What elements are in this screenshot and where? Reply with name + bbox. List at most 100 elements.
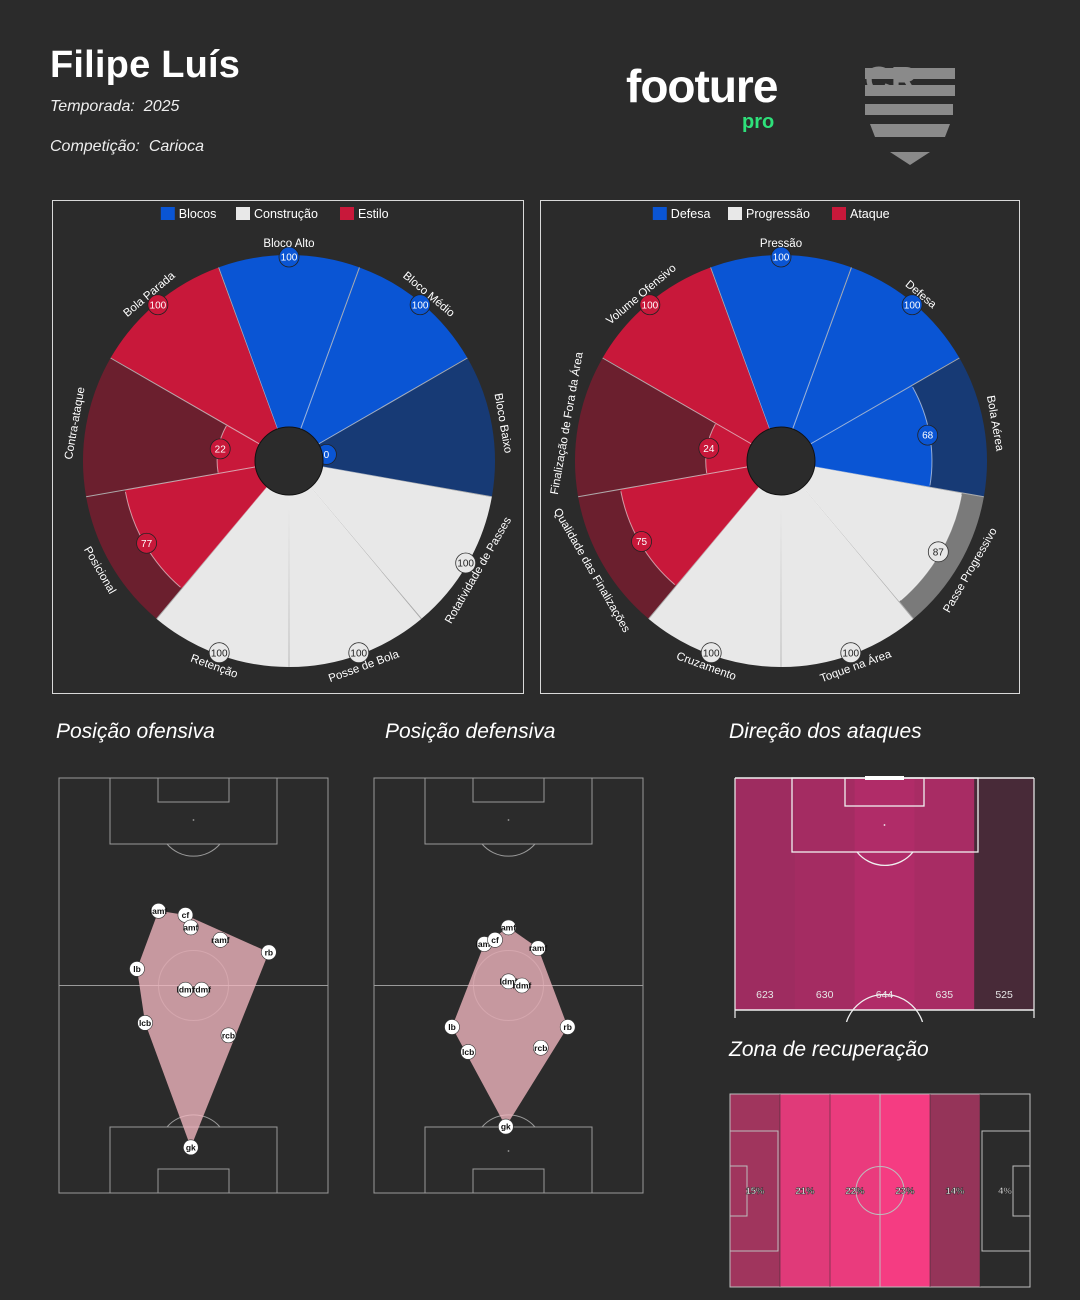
value-label-rotatividade-de-passes: 100 xyxy=(457,559,474,570)
player-label-amf: amf xyxy=(183,922,198,932)
player-label-lb: lb xyxy=(448,1022,456,1032)
attack-lane-3 xyxy=(854,778,915,1010)
value-label-bloco-alto: 100 xyxy=(281,253,298,264)
recovery-band-6 xyxy=(980,1094,1031,1287)
value-label-bola-aerea: 68 xyxy=(922,431,934,442)
slice-retencao xyxy=(156,487,289,667)
slice-pressao xyxy=(710,255,852,430)
player-label-ramf: ramf xyxy=(529,943,548,953)
player-marker-lb xyxy=(444,1019,460,1035)
value-badge-defesa xyxy=(901,294,923,316)
slice-divider xyxy=(300,267,360,430)
recovery-value-4: 23% xyxy=(895,1186,915,1197)
recovery-value-6: 4% xyxy=(998,1186,1012,1197)
player-label-ldmf: ldmf xyxy=(500,976,518,986)
player-marker-rb xyxy=(559,1019,576,1035)
value-badge-pressao xyxy=(770,246,792,268)
team-shape-area xyxy=(452,927,568,1127)
value-badge-contra-ataque xyxy=(209,438,231,460)
value-badge-toque-na-area xyxy=(840,642,862,664)
value-badge-qualidade-das-finalizacoes xyxy=(631,531,652,552)
slice-rotatividade-de-passes xyxy=(310,466,492,619)
attack-lane-value-5: 525 xyxy=(995,989,1013,1001)
legend-swatch-defesa xyxy=(652,207,667,220)
brand-name: footure xyxy=(626,60,778,112)
value-badge-posicional xyxy=(136,532,157,554)
legend-label-progressao: Progressão xyxy=(746,207,810,221)
player-label-rcb: rcb xyxy=(534,1043,547,1053)
value-label-retencao: 100 xyxy=(211,648,228,659)
legend-swatch-progressao xyxy=(728,207,742,220)
slice-contra-ataque xyxy=(217,425,260,474)
player-marker-rdmf xyxy=(514,977,530,994)
slice-divider xyxy=(156,486,268,620)
player-marker-amf xyxy=(500,919,517,936)
player-label-gk: gk xyxy=(501,1122,511,1132)
slice-divider xyxy=(310,486,422,620)
player-label-cf: cf xyxy=(182,910,190,920)
attack-lane-value-2: 630 xyxy=(816,989,834,1001)
player-label-rdmf: rdmf xyxy=(513,981,532,991)
season-label: Temporada: xyxy=(50,98,135,115)
recovery-band-1 xyxy=(730,1094,781,1287)
category-label-bloco-baixo: Bloco Baixo xyxy=(492,392,514,454)
slice-posse-de-bola xyxy=(289,487,422,667)
slice-divider xyxy=(578,466,748,498)
player-label-rb: rb xyxy=(265,947,274,957)
player-label-lcb: lcb xyxy=(139,1018,151,1028)
attack-lane-5 xyxy=(974,778,1035,1010)
value-badge-bloco-medio xyxy=(409,294,431,316)
recovery-value-5: 14% xyxy=(945,1186,965,1197)
player-marker-lcb xyxy=(137,1015,153,1031)
value-label-cruzamento: 100 xyxy=(703,648,720,659)
player-marker-ramf xyxy=(530,940,546,956)
value-label-bloco-baixo: 0 xyxy=(324,450,330,461)
recovery-band-2 xyxy=(780,1094,831,1287)
value-label-contra-ataque: 22 xyxy=(215,444,227,455)
player-marker-lamf xyxy=(150,903,167,919)
legend-swatch-estilo xyxy=(340,207,354,220)
slice-divider xyxy=(802,486,914,620)
player-marker-rb xyxy=(261,944,277,961)
player-marker-rcb xyxy=(532,1039,549,1056)
recovery-value-1: 15% xyxy=(745,1186,765,1197)
player-label-ldmf: ldmf xyxy=(176,985,194,995)
competition-label: Competição: xyxy=(50,138,140,155)
player-marker-rcb xyxy=(220,1027,237,1044)
competition-value: Carioca xyxy=(148,138,204,155)
player-label-rdmf: rdmf xyxy=(192,985,211,995)
defensive-position-title: Posição defensiva xyxy=(385,720,556,743)
slice-divider xyxy=(322,466,492,498)
player-label-cf: cf xyxy=(491,935,499,945)
recovery-value-2: 21% xyxy=(795,1186,815,1197)
pizza-center xyxy=(746,426,816,496)
attack-direction-title: Direção dos ataques xyxy=(729,720,922,743)
category-label-bola-aerea: Bola Aérea xyxy=(984,395,1006,453)
player-marker-lcb xyxy=(460,1044,476,1060)
legend-label-construcao: Construção xyxy=(254,207,318,221)
player-marker-amf xyxy=(183,919,199,936)
slice-bola-aerea xyxy=(810,385,932,487)
offensive-position-title: Posição ofensiva xyxy=(56,720,215,743)
competition-row: Competição: Carioca xyxy=(50,138,204,156)
value-label-toque-na-area: 100 xyxy=(842,648,859,659)
player-label-rcb: rcb xyxy=(222,1030,235,1040)
season-value: 2025 xyxy=(143,98,180,115)
player-label-lcb: lcb xyxy=(462,1047,474,1057)
slice-passe-progressivo xyxy=(802,466,962,602)
recovery-band-5 xyxy=(930,1094,981,1287)
value-badge-bloco-alto xyxy=(278,246,300,268)
pitch-lines xyxy=(729,1093,1031,1288)
value-label-pressao: 100 xyxy=(773,253,790,264)
value-badge-volume-ofensivo xyxy=(639,294,661,316)
attack-direction-map: 623 630 644 635 525 xyxy=(734,776,1035,1022)
value-label-defesa: 100 xyxy=(904,300,921,311)
attack-lane-1 xyxy=(735,778,796,1010)
recovery-band-3 xyxy=(830,1094,881,1287)
slice-finalizacao-de-fora-da-area xyxy=(705,423,752,474)
pizza-chart-performance: Defesa Progressão Ataque 100 Pressão 100 Defes… xyxy=(540,200,1020,694)
player-marker-gk xyxy=(183,1139,199,1156)
value-label-bola-parada: 100 xyxy=(150,300,167,311)
